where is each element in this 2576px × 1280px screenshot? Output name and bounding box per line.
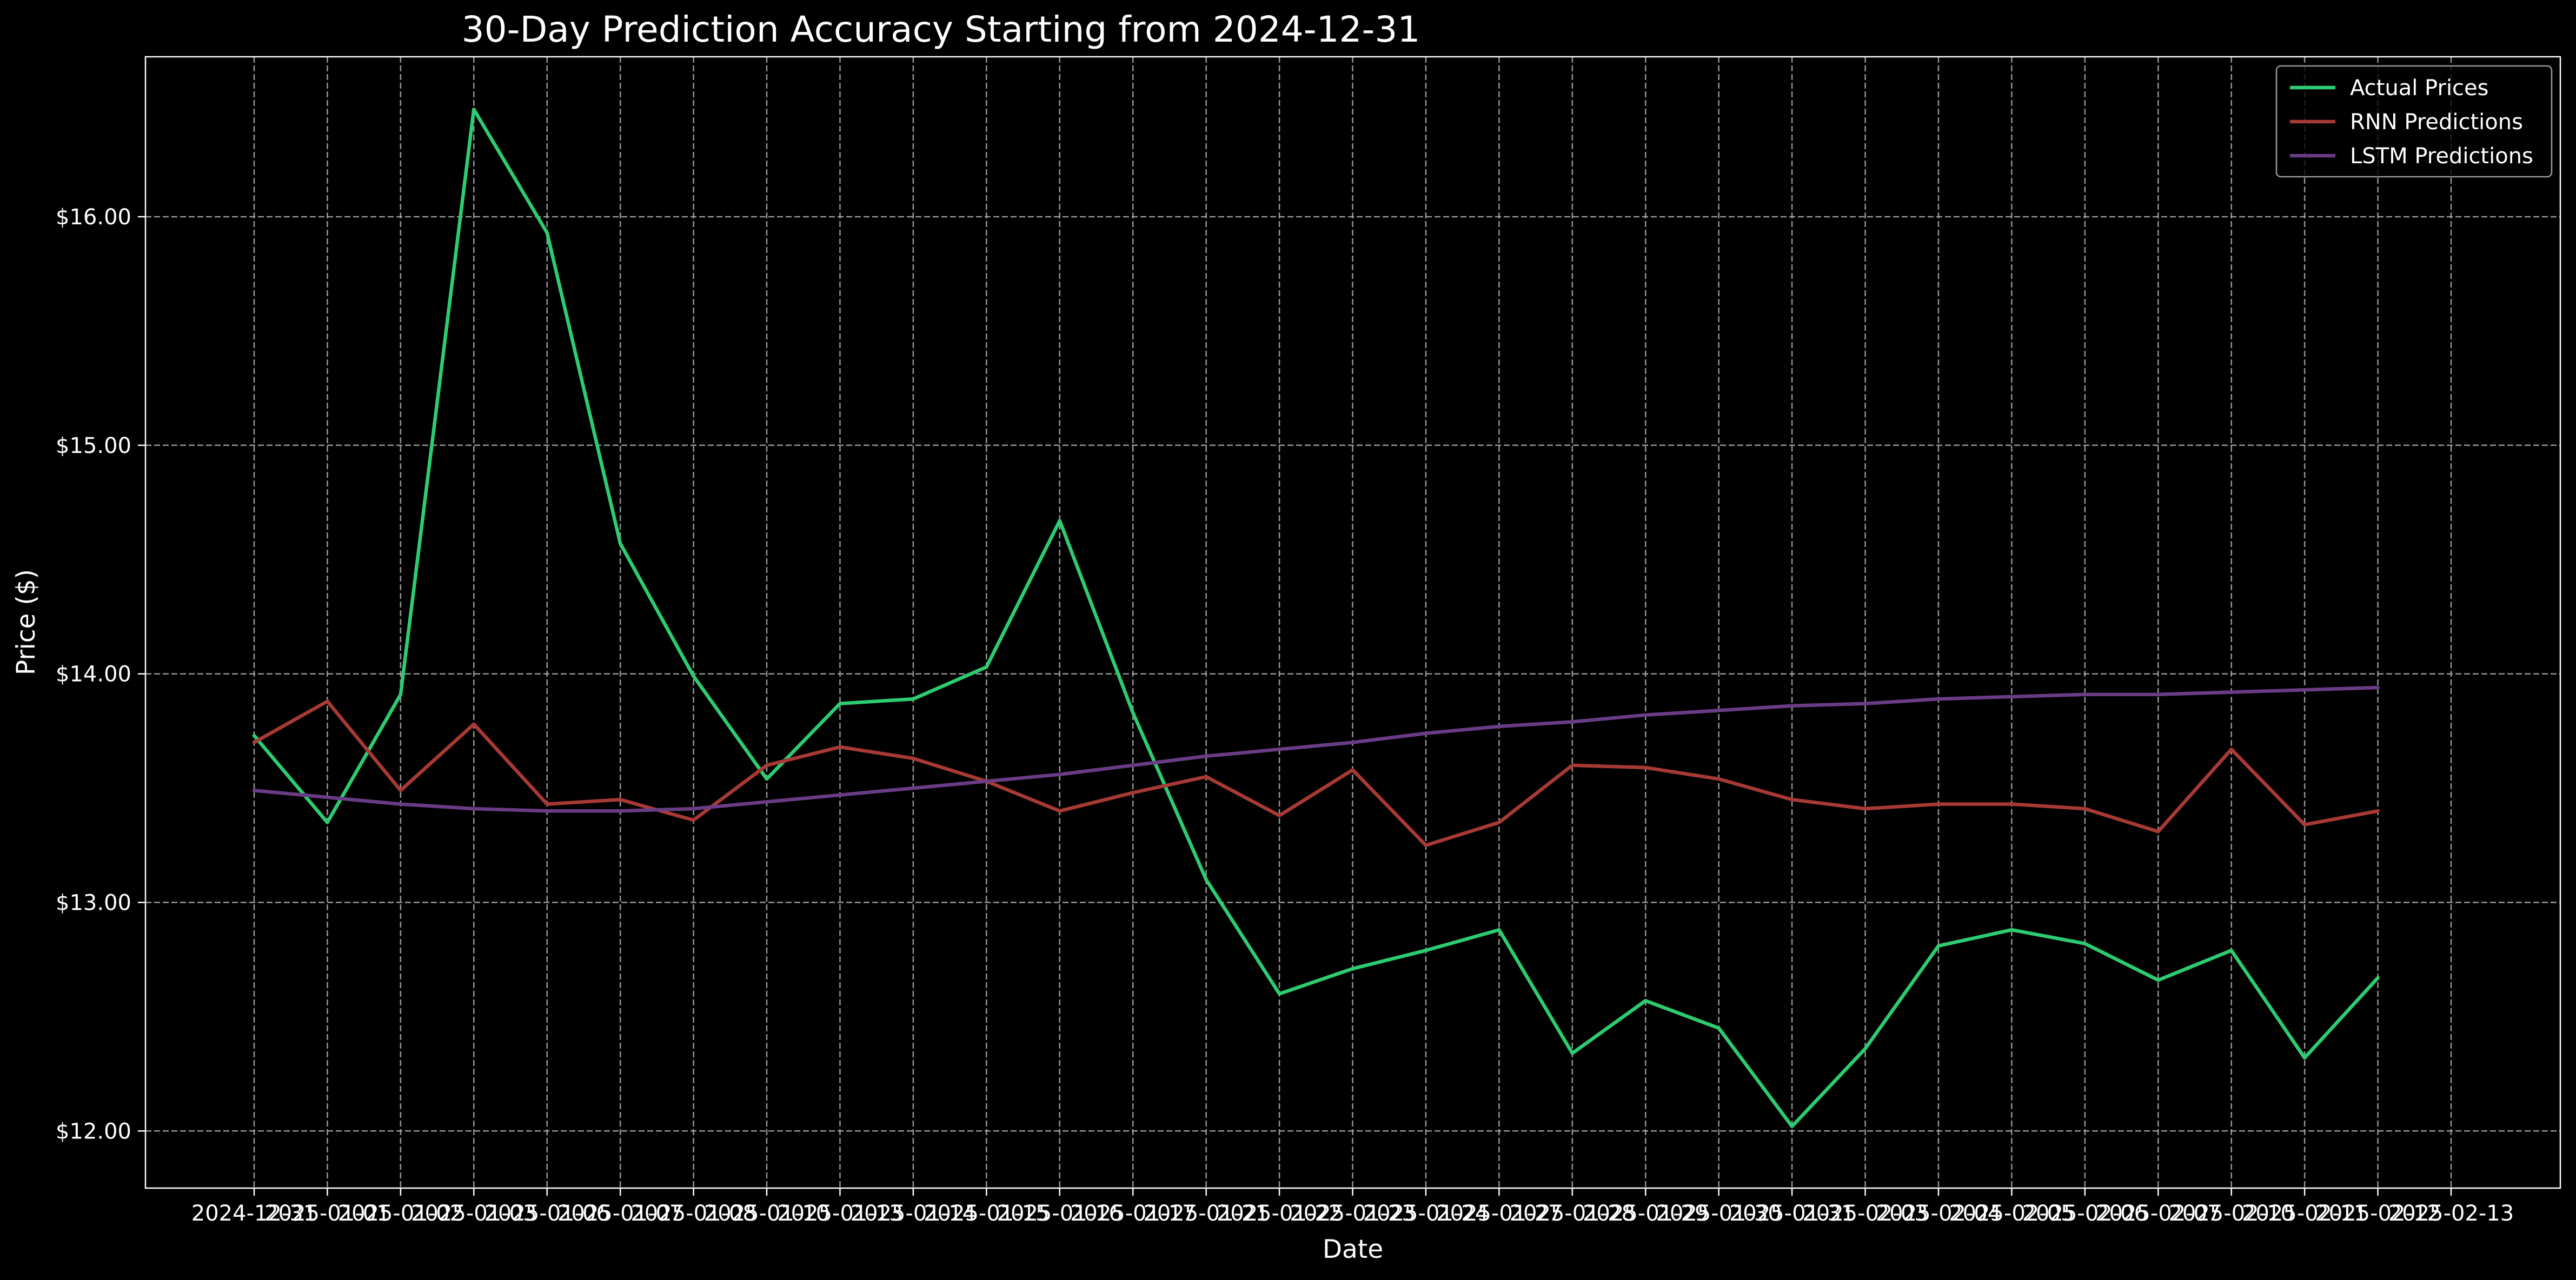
y-tick-label: $14.00 [56,662,131,687]
x-tick-label: 2025-01-31 [1729,1201,1855,1226]
series-line-rnn [252,699,2380,848]
x-tick-label: 2025-01-16 [997,1201,1123,1226]
x-tick-label: 2025-01-21 [1143,1201,1269,1226]
y-tick-label: $13.00 [56,890,131,915]
x-tick-label: 2025-01-02 [338,1201,463,1226]
x-tick-label: 2025-01-28 [1510,1201,1635,1226]
x-tick-label: 2025-01-23 [1290,1201,1415,1226]
x-tick-label: 2025-01-03 [411,1201,536,1226]
legend: Actual Prices RNN Predictions LSTM Predi… [2275,65,2553,178]
x-tick-label: 2025-01-30 [1656,1201,1781,1226]
x-tick-label: 2025-02-03 [1802,1201,1928,1226]
x-tick-label: 2025-02-05 [1949,1201,2074,1226]
x-tick-label: 2025-01-24 [1363,1201,1489,1226]
x-tick-label: 2025-01-06 [484,1201,609,1226]
x-tick-label: 2025-01-01 [264,1201,390,1226]
x-tick-label: 2025-02-07 [2095,1201,2221,1226]
x-tick-label: 2025-02-10 [2168,1201,2294,1226]
x-tick-label: 2025-02-06 [2022,1201,2148,1226]
series-line-lstm [252,685,2380,813]
y-tick-label: $16.00 [56,205,131,230]
y-tick-label: $12.00 [56,1119,131,1144]
legend-label-actual: Actual Prices [2350,76,2488,101]
x-tick-label: 2025-02-11 [2242,1201,2367,1226]
x-tick-label: 2025-01-08 [630,1201,756,1226]
x-axis-label: Date [1323,1235,1383,1264]
series-lines [252,108,2380,1129]
y-axis-label: Price ($) [11,569,41,675]
chart-title: 30-Day Prediction Accuracy Starting from… [462,9,1420,50]
x-tick-label: 2025-01-13 [777,1201,902,1226]
grid [145,57,2560,1188]
x-tick-label: 2025-01-15 [924,1201,1049,1226]
x-tick-label: 2024-12-31 [191,1201,317,1226]
series-line-actual [252,108,2380,1129]
x-tick-label: 2025-01-27 [1436,1201,1562,1226]
x-tick-label: 2025-01-29 [1583,1201,1708,1226]
x-tick-label: 2025-02-04 [1876,1201,2001,1226]
y-tick-label: $15.00 [56,434,131,458]
x-tick-label: 2025-01-22 [1217,1201,1342,1226]
x-tick-label: 2025-01-14 [851,1201,976,1226]
x-tick-label: 2025-02-13 [2388,1201,2514,1226]
axis-ticks: 2024-12-312025-01-012025-01-022025-01-03… [56,205,2514,1226]
x-tick-label: 2025-01-07 [557,1201,683,1226]
x-tick-label: 2025-01-17 [1070,1201,1196,1226]
legend-label-rnn: RNN Predictions [2350,110,2523,135]
legend-label-lstm: LSTM Predictions [2350,144,2533,169]
x-tick-label: 2025-01-10 [704,1201,829,1226]
legend-box [2275,65,2553,178]
x-tick-label: 2025-02-12 [2315,1201,2440,1226]
